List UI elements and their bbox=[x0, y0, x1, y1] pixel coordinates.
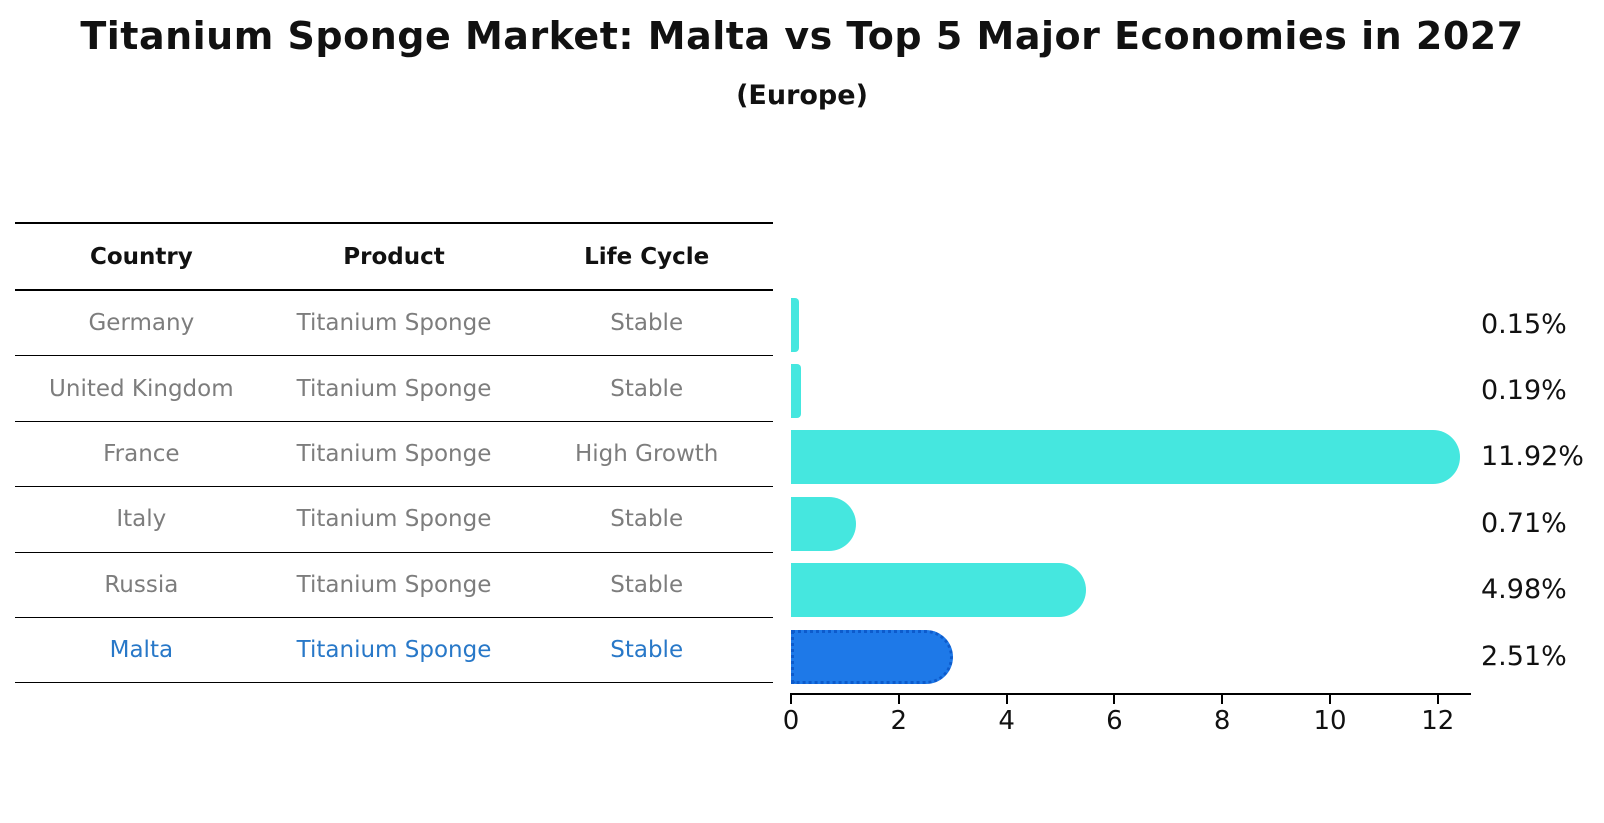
table-cell-product: Titanium Sponge bbox=[296, 310, 492, 337]
x-tick-label: 2 bbox=[890, 706, 908, 736]
x-tick-label: 4 bbox=[998, 706, 1015, 736]
x-tick-mark bbox=[1113, 695, 1116, 704]
bar-italy bbox=[791, 496, 857, 551]
x-tick-mark bbox=[1436, 695, 1439, 704]
value-label: 0.15% bbox=[1481, 308, 1567, 340]
bar-malta bbox=[791, 629, 954, 684]
bar-russia bbox=[791, 563, 1087, 618]
country-table: Country Product Life Cycle Germany Titan… bbox=[15, 222, 773, 684]
table-cell-life-cycle: Stable bbox=[610, 571, 684, 598]
table-cell-life-cycle: Stable bbox=[610, 375, 684, 402]
table-cell-product: Titanium Sponge bbox=[296, 571, 492, 598]
value-label: 0.19% bbox=[1481, 374, 1567, 406]
table-cell-country: Malta bbox=[109, 637, 174, 664]
bar-germany bbox=[791, 297, 800, 352]
table-cell-country: France bbox=[103, 440, 180, 467]
value-label: 11.92% bbox=[1481, 441, 1584, 473]
x-tick-label: 6 bbox=[1106, 706, 1123, 736]
table-row: United Kingdom Titanium Sponge Stable bbox=[15, 356, 773, 422]
table-header-product: Product bbox=[343, 243, 445, 270]
x-tick-label: 12 bbox=[1421, 706, 1455, 736]
x-tick-label: 0 bbox=[782, 706, 800, 736]
table-header-country: Country bbox=[89, 243, 193, 270]
table-row: Russia Titanium Sponge Stable bbox=[15, 553, 773, 618]
table-row: France Titanium Sponge High Growth bbox=[15, 422, 773, 488]
value-label: 4.98% bbox=[1481, 574, 1567, 606]
table-header-life-cycle: Life Cycle bbox=[584, 243, 710, 270]
bar-united-kingdom bbox=[791, 363, 802, 418]
table-row: Malta Titanium Sponge Stable bbox=[15, 618, 773, 684]
x-tick-mark bbox=[897, 695, 900, 704]
x-tick-mark bbox=[790, 695, 792, 704]
table-row: Germany Titanium Sponge Stable bbox=[15, 291, 773, 357]
table-cell-life-cycle: Stable bbox=[610, 506, 684, 533]
x-tick-label: 8 bbox=[1213, 706, 1231, 736]
x-tick-mark bbox=[1329, 695, 1331, 704]
x-tick-mark bbox=[1221, 695, 1224, 704]
bar-france bbox=[791, 430, 1461, 485]
table-cell-life-cycle: Stable bbox=[610, 637, 684, 664]
table-cell-product: Titanium Sponge bbox=[296, 506, 492, 533]
table-cell-country: Germany bbox=[88, 310, 195, 337]
table-cell-country: Italy bbox=[116, 506, 167, 533]
table-cell-product: Titanium Sponge bbox=[296, 637, 492, 664]
value-label: 0.71% bbox=[1481, 507, 1567, 539]
x-axis-line bbox=[790, 693, 1471, 695]
x-tick-mark bbox=[1005, 695, 1008, 704]
table-header-row: Country Product Life Cycle bbox=[15, 224, 773, 291]
x-tick-label: 10 bbox=[1313, 706, 1347, 736]
table-cell-life-cycle: Stable bbox=[610, 310, 684, 337]
table-cell-country: Russia bbox=[104, 571, 179, 598]
table-cell-life-cycle: High Growth bbox=[574, 440, 719, 467]
chart-subtitle: (Europe) bbox=[736, 80, 868, 111]
table-cell-product: Titanium Sponge bbox=[296, 440, 492, 467]
chart-title: Titanium Sponge Market: Malta vs Top 5 M… bbox=[80, 14, 1524, 58]
table-cell-product: Titanium Sponge bbox=[296, 375, 492, 402]
table-body: Germany Titanium Sponge Stable United Ki… bbox=[15, 291, 773, 684]
table-cell-country: United Kingdom bbox=[49, 375, 234, 402]
table-row: Italy Titanium Sponge Stable bbox=[15, 487, 773, 553]
value-label: 2.51% bbox=[1481, 640, 1567, 672]
